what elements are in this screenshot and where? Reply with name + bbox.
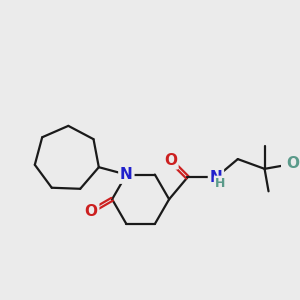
Text: N: N <box>210 170 222 185</box>
Text: O: O <box>164 153 177 168</box>
Text: H: H <box>215 177 226 190</box>
Text: O: O <box>286 156 299 171</box>
Text: O: O <box>85 204 98 219</box>
Text: N: N <box>120 167 133 182</box>
